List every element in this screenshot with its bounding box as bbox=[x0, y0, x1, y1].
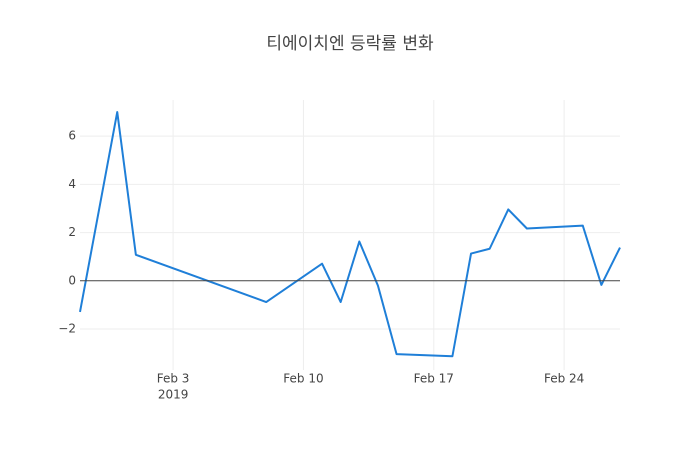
x-tick-year: 2019 bbox=[158, 388, 189, 402]
data-line bbox=[79, 111, 621, 358]
x-tick-label: Feb 17 bbox=[414, 372, 454, 386]
x-tick-label: Feb 10 bbox=[283, 372, 323, 386]
y-tick-label: 6 bbox=[68, 129, 76, 143]
y-tick-label: −2 bbox=[58, 322, 76, 336]
y-tick-label: 0 bbox=[68, 273, 76, 287]
y-tick-label: 4 bbox=[68, 177, 76, 191]
x-tick-label: Feb 3 bbox=[157, 372, 190, 386]
x-tick-label: Feb 24 bbox=[544, 372, 584, 386]
y-tick-label: 2 bbox=[68, 225, 76, 239]
chart-title: 티에이치엔 등락률 변화 bbox=[266, 34, 434, 54]
